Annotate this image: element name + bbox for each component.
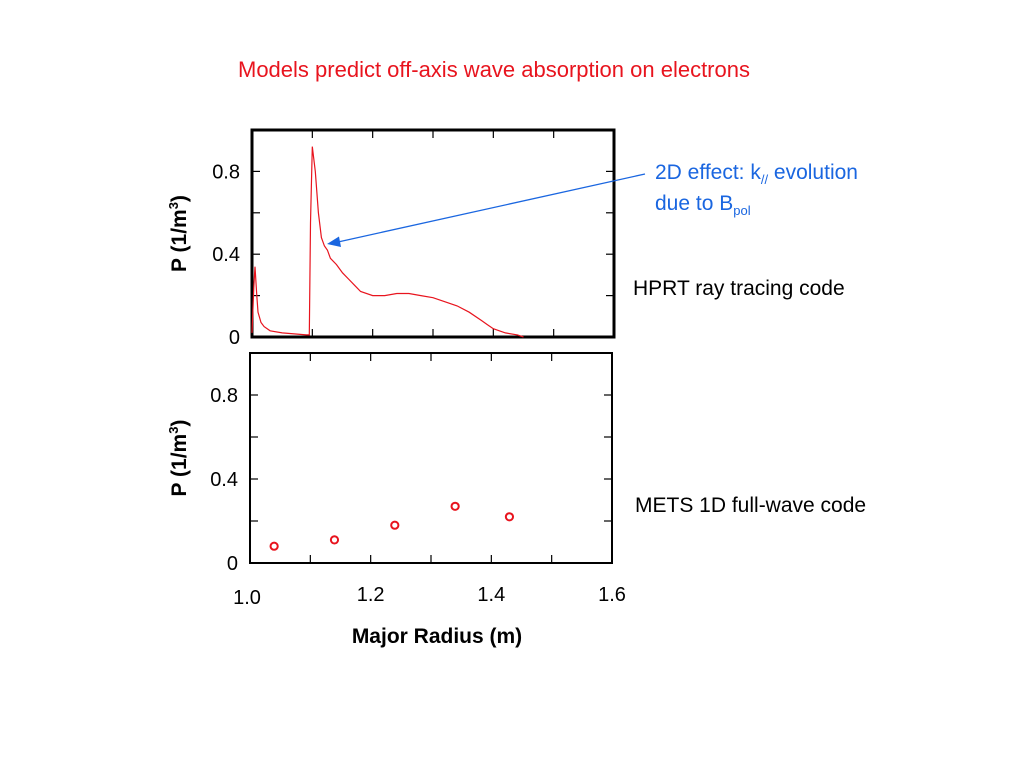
- x-axis-label: Major Radius (m): [352, 625, 522, 648]
- charts-canvas: 0 0.4 0.8 P (1/m3) 0 0.4 0.8 1.0 1.2 1.4 1.6 P (1/m…: [0, 0, 1024, 768]
- y-tick-label: 0.4: [210, 469, 238, 491]
- arrow-shaft: [338, 174, 645, 242]
- mets-label: METS 1D full-wave code: [635, 494, 866, 518]
- arrow-annotation-line2: due to Bpol: [655, 192, 751, 218]
- data-point: [506, 513, 513, 520]
- chart-panel-2: 0 0.4 0.8 1.0 1.2 1.4 1.6 P (1/m3) Major Radius …: [166, 353, 626, 648]
- data-point: [452, 503, 459, 510]
- plot-frame: [250, 353, 612, 563]
- x-tick-label: 1.4: [477, 584, 505, 606]
- x-tick-label: 1.0: [233, 587, 261, 609]
- chart-panel-1: 0 0.4 0.8 P (1/m3): [166, 130, 614, 349]
- y-axis-label: P (1/m3): [166, 195, 191, 272]
- arrow-annotation-line1: 2D effect: k// evolution: [655, 161, 858, 187]
- data-point: [391, 522, 398, 529]
- data-point: [331, 536, 338, 543]
- y-tick-label: 0.8: [212, 161, 240, 183]
- y-tick-label: 0: [227, 553, 238, 575]
- plot-frame: [252, 130, 614, 337]
- x-tick-label: 1.6: [598, 584, 626, 606]
- y-tick-label: 0: [229, 327, 240, 349]
- y-tick-label: 0.8: [210, 385, 238, 407]
- arrow-head: [327, 237, 341, 248]
- data-point: [271, 543, 278, 550]
- series-line: [252, 147, 524, 337]
- y-axis-label: P (1/m3): [166, 420, 191, 497]
- x-tick-label: 1.2: [357, 584, 385, 606]
- annotation-arrow: [327, 174, 645, 247]
- hprt-label: HPRT ray tracing code: [633, 277, 845, 301]
- y-tick-label: 0.4: [212, 244, 240, 266]
